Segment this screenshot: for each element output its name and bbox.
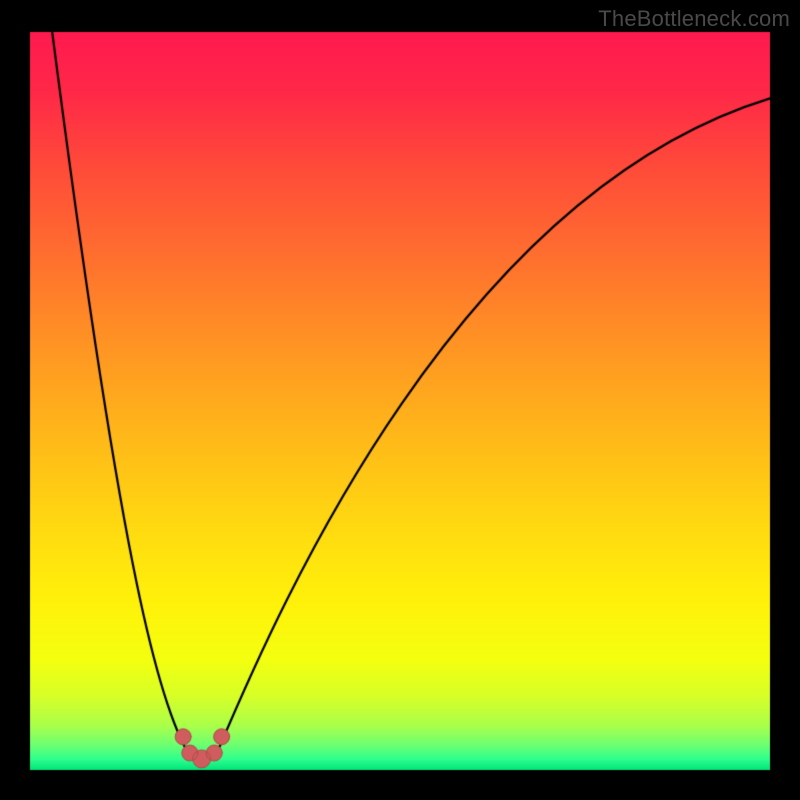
watermark-text: TheBottleneck.com [598,6,790,32]
chart-stage: TheBottleneck.com [0,0,800,800]
bottleneck-chart-canvas [0,0,800,800]
